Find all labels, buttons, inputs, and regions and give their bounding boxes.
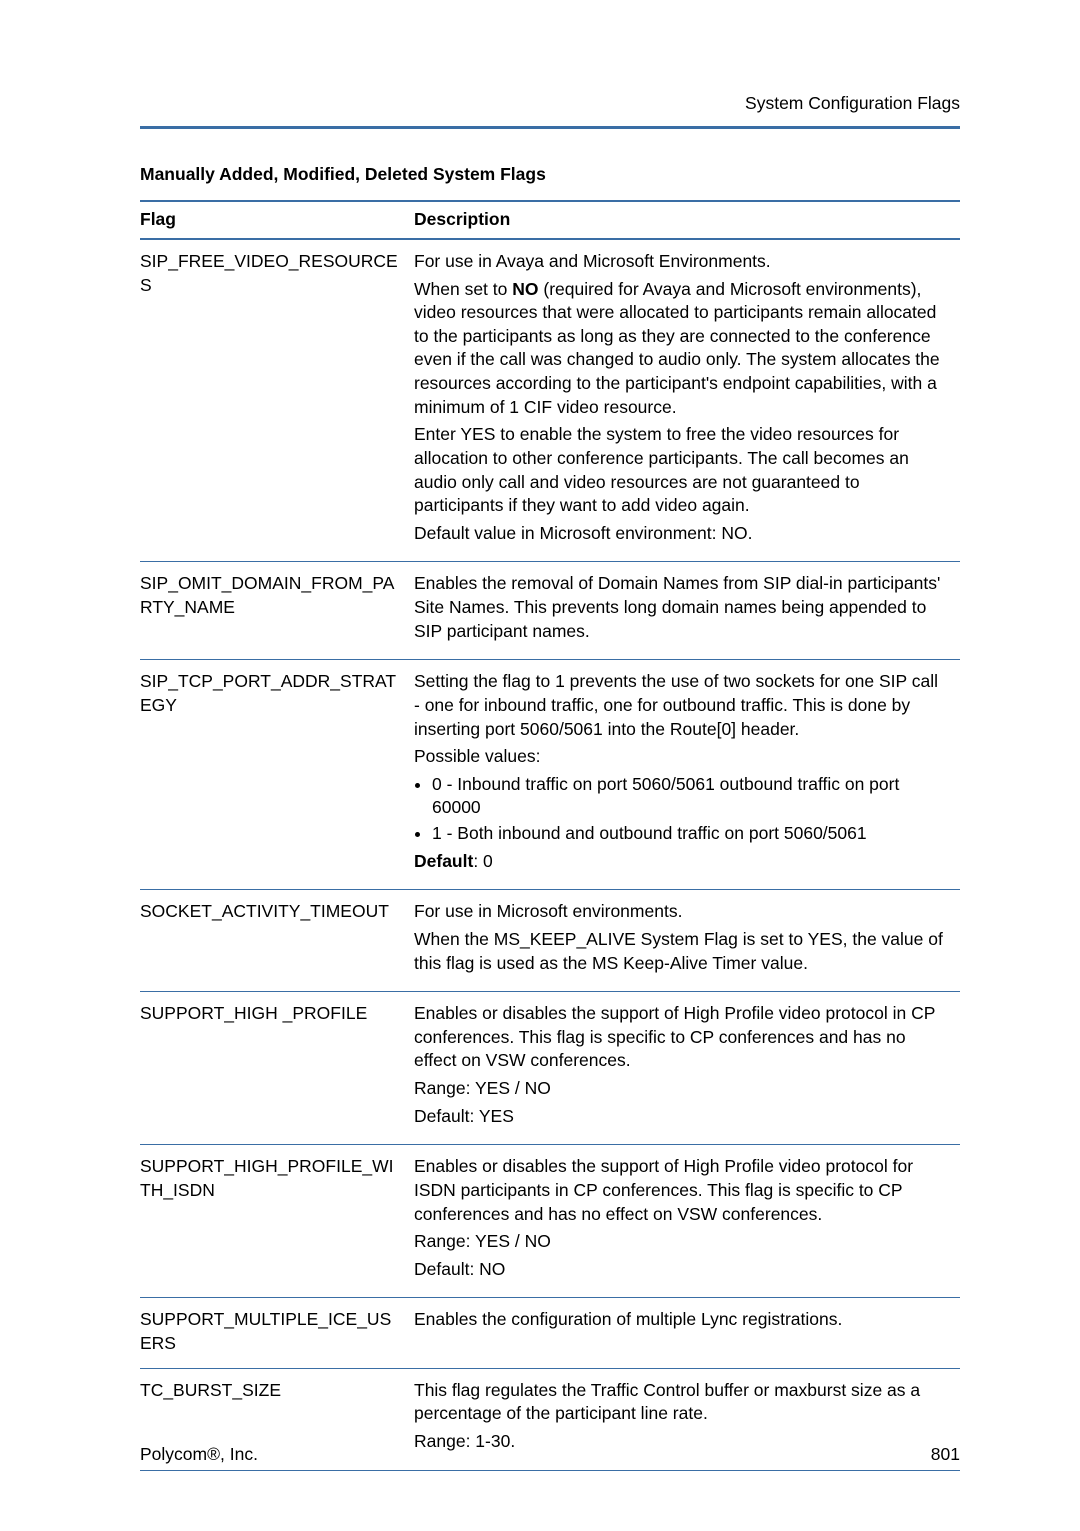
- desc-text: Possible values:: [414, 745, 946, 769]
- description-cell: For use in Microsoft environments. When …: [414, 890, 960, 992]
- footer-page-number: 801: [931, 1443, 960, 1467]
- footer-company: Polycom®, Inc.: [140, 1443, 258, 1467]
- flag-cell: SIP_FREE_VIDEO_RESOURCES: [140, 239, 414, 562]
- desc-text: Enter YES to enable the system to free t…: [414, 423, 946, 518]
- flag-cell: SOCKET_ACTIVITY_TIMEOUT: [140, 890, 414, 992]
- description-cell: Setting the flag to 1 prevents the use o…: [414, 660, 960, 890]
- description-cell: Enables the configuration of multiple Ly…: [414, 1298, 960, 1368]
- description-cell: Enables or disables the support of High …: [414, 992, 960, 1145]
- desc-text: Enables or disables the support of High …: [414, 1002, 946, 1073]
- desc-text: Enables or disables the support of High …: [414, 1155, 946, 1226]
- page-footer: Polycom®, Inc. 801: [140, 1443, 960, 1467]
- desc-text: Default: 0: [414, 850, 946, 874]
- desc-text: This flag regulates the Traffic Control …: [414, 1379, 946, 1426]
- desc-text: When the MS_KEEP_ALIVE System Flag is se…: [414, 928, 946, 975]
- table-row: SUPPORT_HIGH _PROFILE Enables or disable…: [140, 992, 960, 1145]
- flags-table: Flag Description SIP_FREE_VIDEO_RESOURCE…: [140, 200, 960, 1470]
- desc-text: Enables the removal of Domain Names from…: [414, 572, 946, 643]
- desc-text: For use in Avaya and Microsoft Environme…: [414, 250, 946, 274]
- desc-text: Enables the configuration of multiple Ly…: [414, 1308, 946, 1332]
- desc-list-item: 1 - Both inbound and outbound traffic on…: [432, 822, 946, 846]
- table-row: SUPPORT_MULTIPLE_ICE_USERS Enables the c…: [140, 1298, 960, 1368]
- col-header-flag: Flag: [140, 201, 414, 239]
- desc-text: Default value in Microsoft environment: …: [414, 522, 946, 546]
- description-cell: Enables the removal of Domain Names from…: [414, 562, 960, 660]
- header-section-title: System Configuration Flags: [140, 92, 960, 116]
- desc-text: Setting the flag to 1 prevents the use o…: [414, 670, 946, 741]
- table-row: SIP_OMIT_DOMAIN_FROM_PARTY_NAME Enables …: [140, 562, 960, 660]
- desc-text: Default: NO: [414, 1258, 946, 1282]
- header-divider: [140, 126, 960, 129]
- desc-text: When set to NO (required for Avaya and M…: [414, 278, 946, 420]
- desc-text: Range: YES / NO: [414, 1230, 946, 1254]
- flag-cell: SIP_TCP_PORT_ADDR_STRATEGY: [140, 660, 414, 890]
- table-row: SOCKET_ACTIVITY_TIMEOUT For use in Micro…: [140, 890, 960, 992]
- desc-list-item: 0 - Inbound traffic on port 5060/5061 ou…: [432, 773, 946, 820]
- desc-text: Range: YES / NO: [414, 1077, 946, 1101]
- flag-cell: SUPPORT_HIGH _PROFILE: [140, 992, 414, 1145]
- desc-text: For use in Microsoft environments.: [414, 900, 946, 924]
- flag-cell: SUPPORT_HIGH_PROFILE_WITH_ISDN: [140, 1145, 414, 1298]
- table-row: SIP_TCP_PORT_ADDR_STRATEGY Setting the f…: [140, 660, 960, 890]
- flag-cell: SUPPORT_MULTIPLE_ICE_USERS: [140, 1298, 414, 1368]
- desc-list: 0 - Inbound traffic on port 5060/5061 ou…: [432, 773, 946, 846]
- flag-cell: SIP_OMIT_DOMAIN_FROM_PARTY_NAME: [140, 562, 414, 660]
- table-row: SIP_FREE_VIDEO_RESOURCES For use in Avay…: [140, 239, 960, 562]
- desc-text: Default: YES: [414, 1105, 946, 1129]
- description-cell: For use in Avaya and Microsoft Environme…: [414, 239, 960, 562]
- description-cell: Enables or disables the support of High …: [414, 1145, 960, 1298]
- table-title: Manually Added, Modified, Deleted System…: [140, 163, 960, 187]
- page: System Configuration Flags Manually Adde…: [0, 0, 1080, 1531]
- col-header-description: Description: [414, 201, 960, 239]
- table-row: SUPPORT_HIGH_PROFILE_WITH_ISDN Enables o…: [140, 1145, 960, 1298]
